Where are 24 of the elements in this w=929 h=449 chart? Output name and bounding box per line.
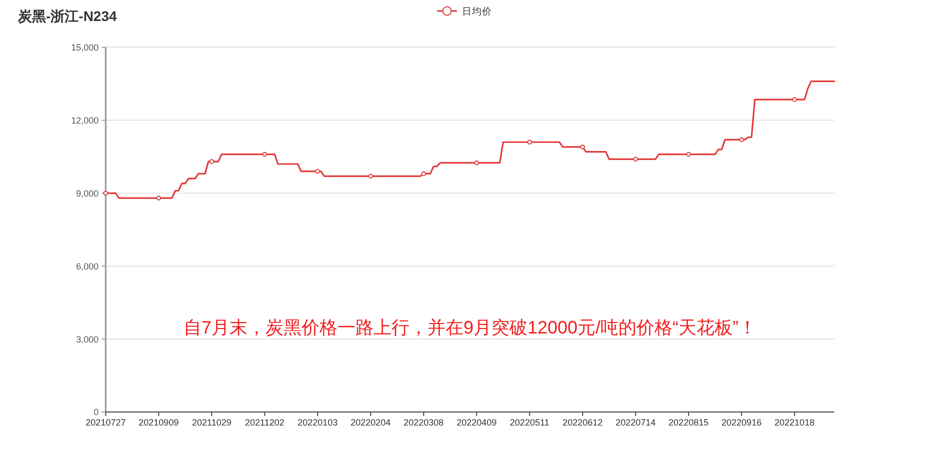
y-tick-label: 9,000 [76,188,99,198]
x-tick-label: 20220308 [404,418,444,428]
y-tick-label: 15,000 [71,42,99,52]
x-tick-label: 20210727 [86,418,126,428]
x-tick-label: 20220511 [510,418,550,428]
x-tick-label: 20220612 [562,418,603,428]
x-tick-label: 20220409 [456,418,497,428]
x-tick-label: 20220204 [350,418,391,428]
x-tick-label: 20220815 [668,418,709,428]
x-tick-label: 20211202 [244,418,284,428]
x-tick-label: 20220103 [298,418,338,428]
title: 炭黑-浙江-N234 [18,8,117,24]
x-tick-label: 20210909 [138,418,179,428]
y-tick-label: 3,000 [76,334,99,344]
x-tick-label: 20220916 [722,418,762,428]
x-tick-label: 20211029 [192,418,232,428]
x-tick-label: 20221018 [774,418,815,428]
y-tick-label: 12,000 [71,115,99,126]
legend: 日均价 [437,6,492,18]
annotation: 自7月末，炭黑价格一路上行，并在9月突破12000元/吨的价格“天花板”！ [183,318,757,338]
y-tick-label: 6,000 [76,261,99,272]
legend-label: 日均价 [462,6,492,18]
x-tick-label: 20220714 [616,418,656,428]
y-tick-label: 0 [94,407,99,418]
